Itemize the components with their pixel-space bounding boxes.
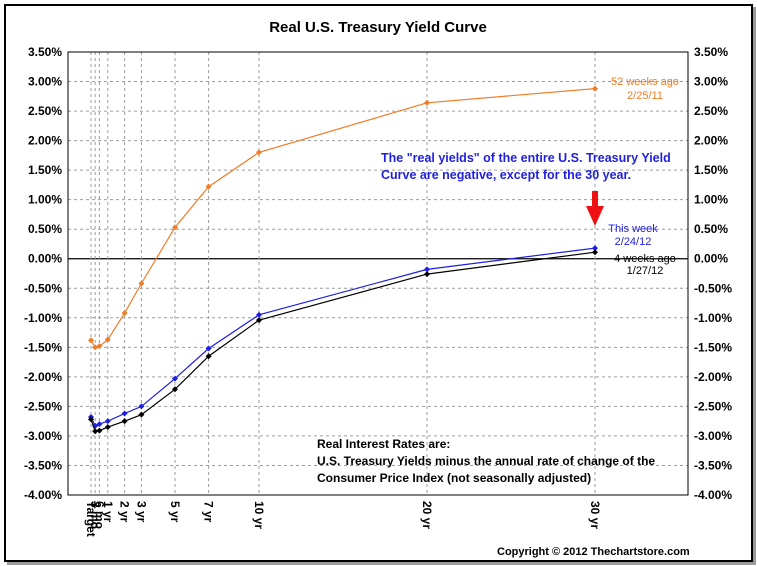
series-2-point [104, 424, 111, 431]
y-tick-label-right: 1.50% [694, 163, 728, 177]
y-tick-label-left: 3.50% [28, 45, 62, 59]
note-line3: Consumer Price Index (not seasonally adj… [317, 471, 591, 485]
x-tick-label: 6 mo [92, 501, 106, 529]
x-tick-label: 30 yr [588, 501, 602, 529]
x-tick-label: 2 yr [118, 501, 132, 523]
series-2-point [138, 411, 145, 418]
annotation-real-yields-line2: Curve are negative, except for the 30 ye… [381, 168, 631, 182]
series-0-point [121, 310, 128, 317]
series-2-point [592, 249, 598, 256]
series-1-point [205, 345, 212, 352]
series-2-point [121, 418, 128, 425]
y-tick-label-left: 1.00% [28, 193, 62, 207]
series-2-point [205, 353, 212, 360]
copyright: Copyright © 2012 Thechartstore.com [497, 546, 690, 558]
annotation-real-yields-line1: The "real yields" of the entire U.S. Tre… [381, 151, 671, 165]
y-tick-label-right: -4.00% [694, 488, 732, 502]
x-tick-label: 10 yr [252, 501, 266, 529]
x-tick-label: 20 yr [420, 501, 434, 529]
label-this-week: This week [608, 223, 658, 235]
y-tick-label-left: 2.50% [28, 104, 62, 118]
red-arrow-icon [586, 191, 604, 226]
series-0-point [256, 149, 262, 156]
series-0-point [92, 344, 99, 351]
series-2-point [256, 317, 262, 324]
series-1-point [256, 311, 262, 318]
y-tick-label-right: -2.50% [694, 399, 732, 413]
x-tick-label: 7 yr [202, 501, 216, 523]
y-tick-label-left: -0.50% [24, 281, 62, 295]
x-tick-label: 1 yr [101, 501, 115, 523]
series-0-point [424, 99, 430, 106]
series-0-point [88, 337, 94, 344]
y-tick-label-left: 1.50% [28, 163, 62, 177]
y-tick-label-left: -2.50% [24, 399, 62, 413]
x-tick-label: 3 yr [134, 501, 148, 523]
y-tick-label-right: 2.50% [694, 104, 728, 118]
series-0-point [592, 85, 598, 92]
series-2-point [88, 416, 94, 423]
series-1-point [424, 266, 430, 273]
y-tick-label-right: -2.00% [694, 370, 732, 384]
y-tick-label-left: 2.00% [28, 134, 62, 148]
y-tick-label-left: -3.00% [24, 429, 62, 443]
series-line-0 [90, 88, 596, 348]
label-4-weeks-ago: 4 weeks ago [614, 253, 676, 265]
series-0-point [172, 224, 178, 231]
y-tick-label-right: -3.50% [694, 458, 732, 472]
y-tick-label-right: 0.00% [694, 252, 728, 266]
y-tick-label-right: -0.50% [694, 281, 732, 295]
y-tick-label-right: 3.00% [694, 75, 728, 89]
series-2-point [96, 427, 103, 434]
label-52-weeks-ago: 52 weeks ago [611, 76, 679, 88]
series-0-point [104, 336, 111, 343]
series-2-point [92, 428, 99, 435]
series-2-point [424, 271, 430, 278]
y-tick-label-right: -1.50% [694, 340, 732, 354]
label-52-weeks-ago-date: 2/25/11 [627, 90, 663, 102]
label-4-weeks-ago-date: 1/27/12 [627, 265, 664, 277]
note-line1: Real Interest Rates are: [317, 437, 450, 451]
x-tick-label: 5 yr [168, 501, 182, 523]
series-line-2 [90, 251, 596, 432]
series-1-point [138, 403, 145, 410]
plot-area-border [67, 51, 689, 496]
x-tick-label: Target [84, 501, 98, 537]
series-1-point [172, 375, 178, 382]
y-tick-label-right: 0.50% [694, 222, 728, 236]
grid [68, 51, 688, 496]
y-tick-label-right: -1.00% [694, 311, 732, 325]
series-layer [88, 85, 598, 435]
y-tick-label-left: 3.00% [28, 75, 62, 89]
y-tick-label-left: -4.00% [24, 488, 62, 502]
series-1-point [592, 245, 598, 252]
y-tick-label-right: 2.00% [694, 134, 728, 148]
series-line-1 [90, 247, 596, 427]
series-0-point [138, 280, 145, 287]
series-2-point [172, 386, 178, 393]
x-tick-label: 3 mo [88, 501, 102, 529]
series-1-point [104, 418, 111, 425]
y-tick-label-left: -1.50% [24, 340, 62, 354]
series-0-point [205, 183, 212, 190]
y-axis-left: 3.50% 3.00% 2.50% 2.00% 1.50% 1.00% 0.50% 0.00%… [24, 45, 62, 502]
y-tick-label-left: -1.00% [24, 311, 62, 325]
y-tick-label-left: 0.50% [28, 222, 62, 236]
y-tick-label-right: 3.50% [694, 45, 728, 59]
y-tick-label-left: -3.50% [24, 458, 62, 472]
label-this-week-date: 2/24/12 [615, 236, 652, 248]
y-tick-label-right: -3.00% [694, 429, 732, 443]
series-1-point [121, 410, 128, 417]
y-tick-label-left: -2.00% [24, 370, 62, 384]
y-tick-label-left: 0.00% [28, 252, 62, 266]
series-1-point [96, 421, 103, 428]
y-axis-right: 3.50% 3.00% 2.50% 2.00% 1.50% 1.00% 0.50% 0.00%… [694, 45, 732, 502]
series-0-point [96, 343, 103, 350]
y-tick-label-right: 1.00% [694, 193, 728, 207]
note-line2: U.S. Treasury Yields minus the annual ra… [317, 454, 655, 468]
chart-title: Real U.S. Treasury Yield Curve [269, 19, 487, 36]
